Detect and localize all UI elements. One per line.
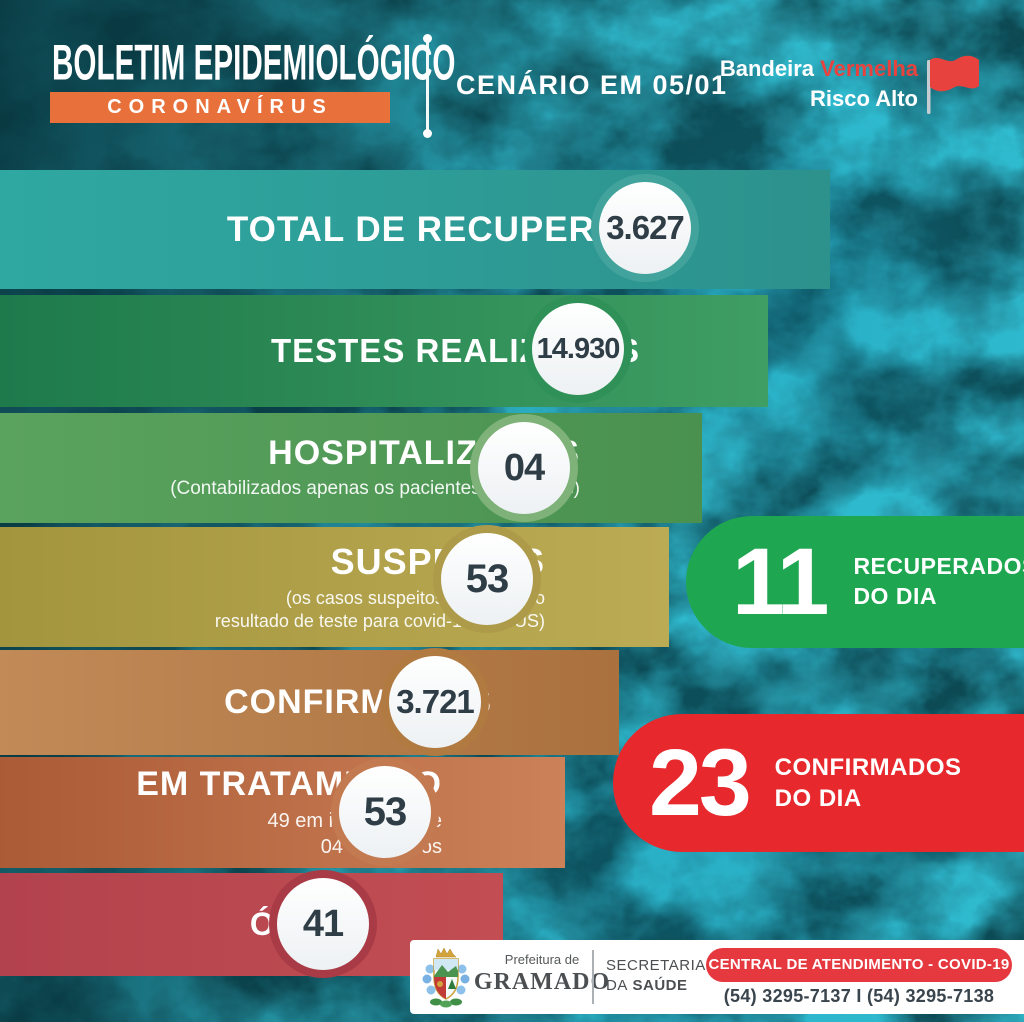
header-divider [423, 34, 432, 138]
stat-bar-confirmados: CONFIRMADOS 3.721 [0, 648, 619, 756]
highlight-value: 11 [732, 528, 829, 635]
stat-value: 14.930 [536, 332, 621, 365]
stat-value-badge: 53 [331, 758, 439, 866]
flag-prefix: Bandeira [719, 56, 815, 81]
stat-bar-suspeitos: SUSPEITOS (os casos suspeitos aguardam o… [0, 525, 669, 647]
stat-value: 3.627 [606, 209, 685, 246]
risk-level: Risco Alto [810, 86, 918, 111]
stat-value-badge: 3.627 [591, 174, 699, 282]
stat-value: 04 [503, 446, 545, 489]
highlight-confirmados-do-dia: 23 CONFIRMADOS DO DIA [613, 714, 1024, 852]
flag-status-block: Bandeira Vermelha Risco Alto [720, 54, 918, 114]
red-flag-icon [927, 55, 979, 114]
highlight-recuperados-do-dia: 11 RECUPERADOS DO DIA [686, 516, 1024, 648]
bulletin-title: BOLETIM EPIDEMIOLÓGICO [52, 36, 456, 92]
stat-value: 41 [302, 902, 344, 945]
secretaria-saude-block: SECRETARIA DA SAÚDE [606, 956, 706, 996]
stat-bar-em-tratamento: EM TRATAMENTO 49 em isolamento e 04 inte… [0, 757, 565, 868]
stat-value-badge: 3.721 [381, 648, 489, 756]
coronavirus-banner: CORONAVÍRUS [50, 92, 390, 123]
stat-value-badge: 14.930 [524, 295, 632, 403]
stat-bar-hospitalizados: HOSPITALIZADOS (Contabilizados apenas os… [0, 413, 702, 523]
stat-bar-testes-realizados: TESTES REALIZADOS 14.930 [0, 295, 768, 407]
stat-value-badge: 53 [433, 525, 541, 633]
gramado-wordmark: GRAMADO [473, 969, 611, 995]
highlight-label: RECUPERADOS DO DIA [853, 553, 1024, 609]
stat-value-badge: 41 [269, 870, 377, 978]
flag-emphasis: Vermelha [820, 56, 918, 81]
footer-divider [592, 950, 594, 1004]
stat-value: 53 [363, 789, 407, 834]
gramado-coat-of-arms-icon [422, 947, 470, 1008]
highlight-value: 23 [649, 729, 752, 836]
hotline-title-pill: CENTRAL DE ATENDIMENTO - COVID-19 [706, 948, 1012, 982]
hotline-phones: (54) 3295-7137 I (54) 3295-7138 [723, 986, 995, 1006]
flag-status-line1: Bandeira Vermelha [720, 54, 918, 84]
highlight-label: CONFIRMADOS DO DIA [774, 753, 962, 812]
dept-line1: SECRETARIA [606, 957, 706, 974]
prefeitura-small-label: Prefeitura de [504, 952, 580, 967]
stat-value-badge: 04 [470, 414, 578, 522]
dept-line2: DA SAÚDE [606, 977, 688, 994]
footer-bar: Prefeitura de GRAMADO SECRETARIA DA SAÚD… [410, 940, 1024, 1014]
stat-value: 53 [465, 556, 509, 601]
stat-value: 3.721 [396, 683, 475, 720]
scenario-date: CENÁRIO EM 05/01 [456, 70, 728, 100]
stat-bar-total-recuperados: TOTAL DE RECUPERADOS 3.627 [0, 170, 830, 289]
